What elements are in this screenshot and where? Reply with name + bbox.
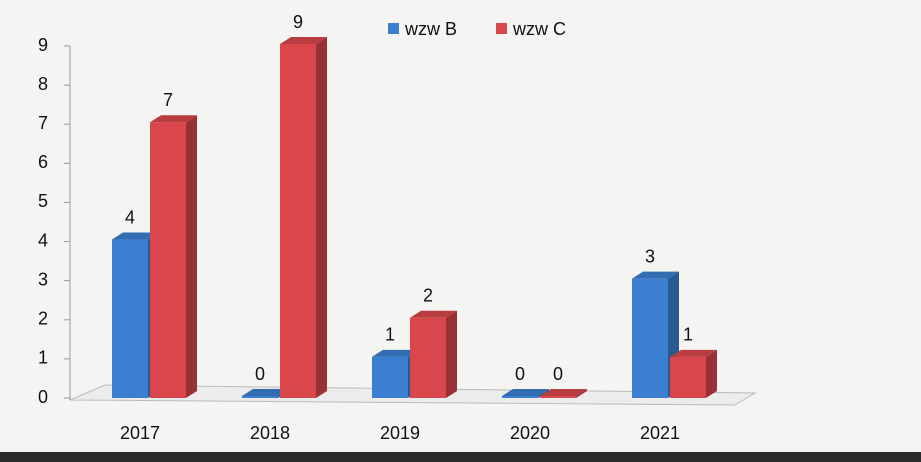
y-tick-label: 1 [38,348,48,368]
data-label: 3 [645,246,655,266]
bar-front [280,44,316,398]
bar-top [670,349,717,357]
legend-label: wzw C [512,19,566,39]
x-tick-label: 2019 [380,423,420,443]
y-tick-label: 2 [38,309,48,329]
bar-top [112,232,159,240]
legend-swatch [388,23,399,34]
bar [540,389,587,398]
bar-top [280,37,327,44]
data-label: 7 [163,90,173,110]
data-label: 2 [423,286,433,306]
y-tick-label: 5 [38,191,48,211]
bar-side [446,310,457,398]
y-tick-label: 4 [38,230,48,250]
bar-top [372,349,419,357]
bar-front [670,356,706,398]
data-label: 0 [515,364,525,384]
bar-front [112,239,148,398]
bar-top [632,271,679,279]
y-tick-label: 7 [38,113,48,133]
bar-front [372,356,408,398]
x-tick-label: 2020 [510,423,550,443]
data-label: 0 [553,364,563,384]
bar [670,349,717,398]
x-tick-label: 2017 [120,423,160,443]
bar [410,310,457,398]
x-tick-label: 2018 [250,423,290,443]
bar-front [632,278,668,398]
y-tick-label: 6 [38,152,48,172]
y-tick-label: 9 [38,35,48,55]
y-tick-label: 3 [38,269,48,289]
bar-front [150,122,186,398]
bar [150,115,197,398]
bar-side [186,115,197,398]
bar-front [540,396,576,398]
bar-side [576,389,587,398]
x-tick-label: 2021 [640,423,680,443]
bar-front [242,396,278,398]
data-label: 0 [255,364,265,384]
bar-top [540,389,587,396]
bottom-strip [0,452,921,462]
bar-top [502,389,549,396]
data-label: 1 [385,325,395,345]
bar [280,37,327,398]
bar-front [502,396,538,398]
bar-top [150,115,197,123]
y-tick-label: 8 [38,74,48,94]
data-label: 4 [125,207,135,227]
bar-front [410,317,446,398]
legend-label: wzw B [404,19,457,39]
legend-swatch [496,23,507,34]
data-label: 9 [293,12,303,32]
bar-side [316,37,327,398]
bar-top [242,389,289,396]
bar-top [410,310,457,318]
data-label: 1 [683,325,693,345]
y-tick-label: 0 [38,387,48,407]
bar-side [706,349,717,398]
